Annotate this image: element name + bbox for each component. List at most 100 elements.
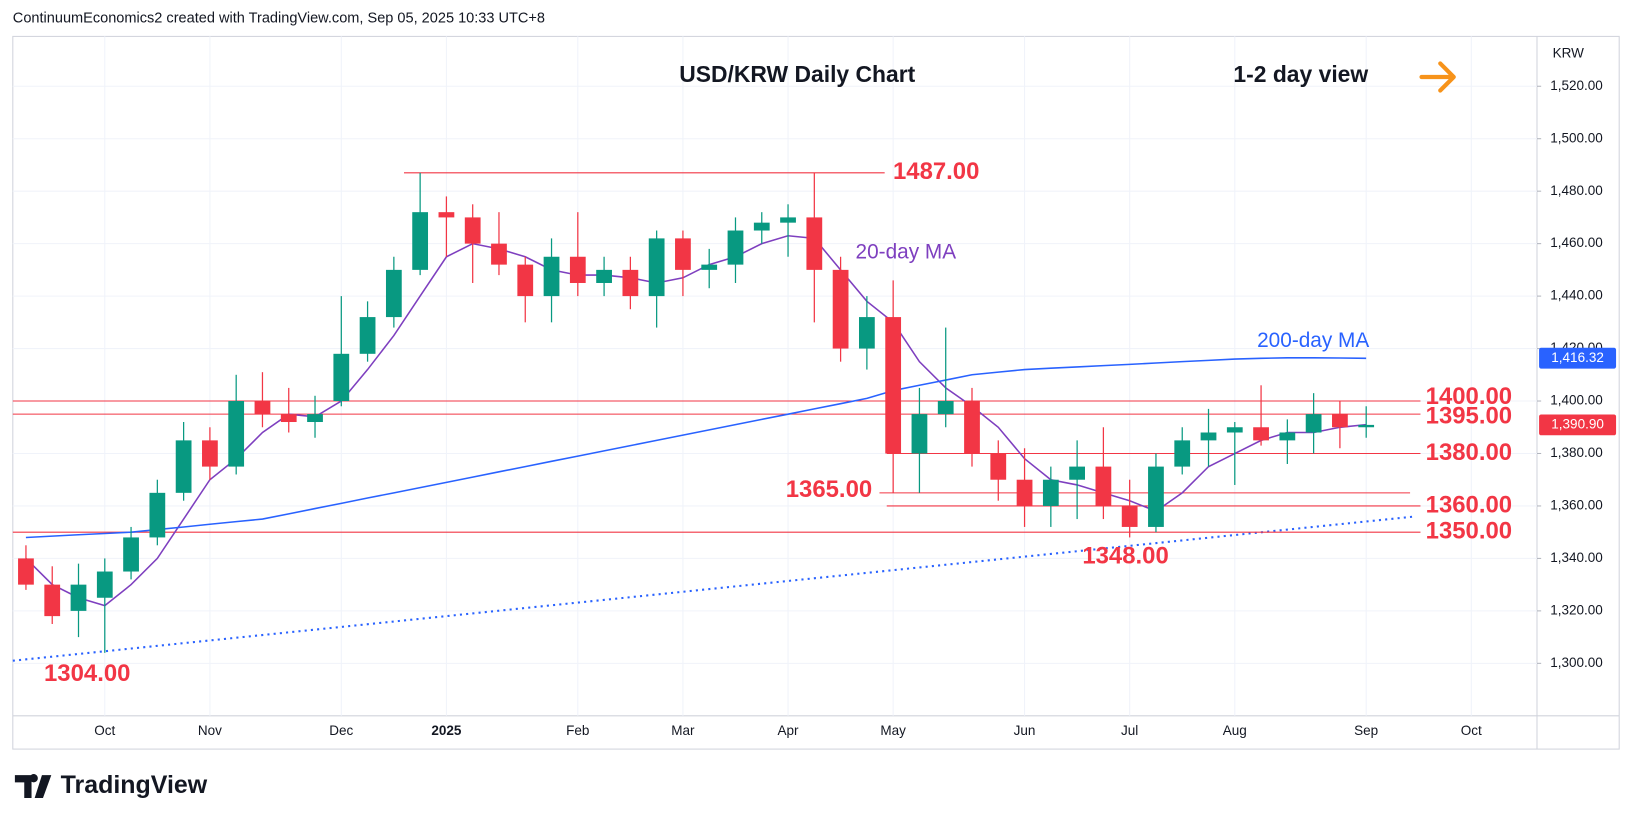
candle-body bbox=[1279, 432, 1296, 441]
y-tick-label: 1,360.00 bbox=[1550, 498, 1603, 513]
candle-body bbox=[832, 269, 849, 349]
x-tick-label: Oct bbox=[94, 723, 115, 738]
ma-label: 200-day MA bbox=[1257, 329, 1369, 352]
candle-body bbox=[1332, 414, 1348, 428]
logo-icon bbox=[14, 774, 52, 798]
level-label: 1400.00 bbox=[1426, 383, 1512, 410]
candle-body bbox=[307, 414, 323, 423]
price-tag bbox=[1539, 414, 1617, 436]
moving-average bbox=[25, 357, 1367, 539]
candle-body bbox=[885, 317, 902, 454]
candle-body bbox=[937, 401, 954, 415]
arrow-icon bbox=[1419, 61, 1456, 93]
candle-body bbox=[1016, 479, 1033, 506]
candle-body bbox=[70, 584, 87, 611]
candle-body bbox=[228, 401, 245, 467]
candle-body bbox=[412, 212, 429, 270]
candle-body bbox=[569, 256, 586, 283]
candle-body bbox=[675, 238, 691, 270]
candle-body bbox=[1174, 440, 1191, 467]
candle-body bbox=[964, 401, 980, 454]
candle-body bbox=[1148, 466, 1164, 527]
x-tick-label: Jul bbox=[1121, 723, 1138, 738]
y-tick-label: 1,380.00 bbox=[1550, 445, 1603, 460]
y-tick-label: 1,500.00 bbox=[1550, 130, 1603, 145]
candle-body bbox=[596, 269, 612, 283]
price-tag-label: 1,416.32 bbox=[1551, 350, 1604, 365]
candle-body bbox=[385, 269, 402, 318]
level-label: 1365.00 bbox=[786, 476, 872, 503]
level-label: 1395.00 bbox=[1426, 403, 1512, 430]
x-tick-label: Mar bbox=[671, 723, 695, 738]
x-tick-label: Dec bbox=[329, 723, 353, 738]
candle-body bbox=[1200, 432, 1217, 441]
currency-label: KRW bbox=[1553, 46, 1585, 61]
candle-body bbox=[727, 230, 744, 265]
candle-body bbox=[543, 256, 560, 297]
x-tick-label: 2025 bbox=[431, 723, 462, 738]
y-tick-label: 1,300.00 bbox=[1550, 655, 1603, 670]
y-tick-label: 1,340.00 bbox=[1550, 550, 1603, 565]
swing-label: 1304.00 bbox=[44, 660, 130, 687]
candle-body bbox=[359, 317, 376, 354]
candle-body bbox=[333, 353, 350, 402]
ma-label: 20-day MA bbox=[856, 240, 957, 263]
x-tick-label: Aug bbox=[1223, 723, 1247, 738]
candle-body bbox=[149, 492, 166, 538]
plot bbox=[12, 172, 1421, 662]
level-label: 1380.00 bbox=[1426, 439, 1512, 466]
candle-body bbox=[438, 212, 455, 218]
candle-body bbox=[780, 217, 796, 223]
candle-body bbox=[175, 440, 192, 493]
candle-body bbox=[753, 222, 770, 231]
candle-body bbox=[1069, 466, 1085, 480]
candle-body bbox=[1305, 414, 1322, 433]
level-label: 1360.00 bbox=[1426, 491, 1512, 518]
x-tick-label: Oct bbox=[1461, 723, 1482, 738]
candle-body bbox=[1226, 427, 1243, 433]
x-tick-label: May bbox=[880, 723, 906, 738]
price-tag bbox=[1539, 347, 1617, 369]
level-label: 1487.00 bbox=[893, 158, 979, 185]
candle-body bbox=[464, 217, 481, 244]
y-tick-label: 1,460.00 bbox=[1550, 235, 1603, 250]
annotations: USD/KRW Daily Chart 1-2 day view KRW 20-… bbox=[44, 46, 1617, 738]
y-tick-label: 1,400.00 bbox=[1550, 393, 1603, 408]
price-tag-label: 1,390.90 bbox=[1551, 416, 1604, 431]
y-tick-label: 1,480.00 bbox=[1550, 183, 1603, 198]
level-label: 1350.00 bbox=[1426, 517, 1512, 544]
candle-body bbox=[1253, 427, 1269, 441]
candle-body bbox=[96, 571, 113, 598]
x-tick-label: Apr bbox=[778, 723, 800, 738]
candle-body bbox=[44, 584, 61, 617]
y-tick-label: 1,520.00 bbox=[1550, 78, 1603, 93]
candle-body bbox=[280, 414, 297, 423]
y-tick-label: 1,440.00 bbox=[1550, 288, 1603, 303]
header: ContinuumEconomics2 created with Trading… bbox=[13, 11, 545, 27]
logo: TradingView bbox=[14, 771, 208, 799]
candle-body bbox=[858, 317, 875, 349]
x-tick-label: Jun bbox=[1014, 723, 1036, 738]
x-tick-label: Feb bbox=[566, 723, 589, 738]
candle-body bbox=[806, 217, 823, 270]
candle-body bbox=[648, 238, 665, 297]
y-tick-label: 1,320.00 bbox=[1550, 602, 1603, 617]
candle-body bbox=[1121, 505, 1138, 527]
swing-label: 1348.00 bbox=[1082, 543, 1168, 570]
chart-title: USD/KRW Daily Chart bbox=[679, 61, 915, 87]
candle-body bbox=[911, 414, 928, 454]
candle-body bbox=[990, 453, 1007, 480]
brand: TradingView bbox=[61, 771, 208, 799]
candle-body bbox=[517, 264, 534, 297]
candle-body bbox=[491, 243, 507, 265]
candle-body bbox=[1042, 479, 1059, 506]
frame bbox=[12, 35, 1620, 750]
trend-line bbox=[12, 515, 1416, 662]
candle-body bbox=[622, 269, 639, 297]
candle-body bbox=[701, 264, 718, 270]
candle-body bbox=[254, 401, 271, 415]
chart-subtitle: 1-2 day view bbox=[1233, 61, 1368, 87]
grid bbox=[12, 36, 1542, 716]
